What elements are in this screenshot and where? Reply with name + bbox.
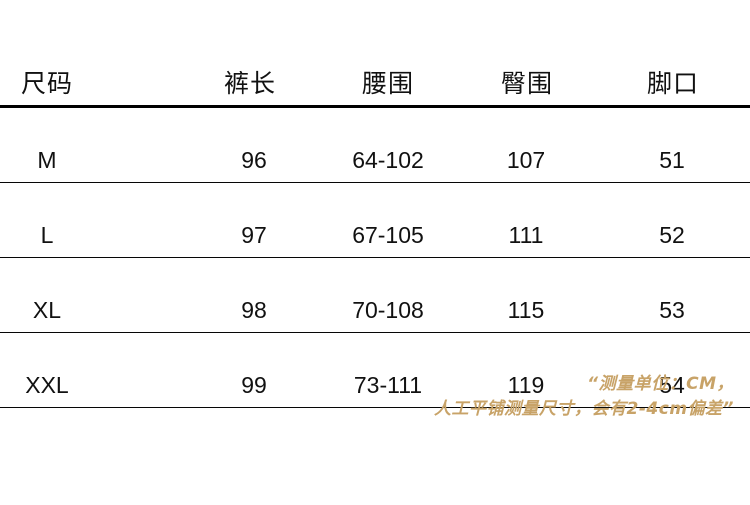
- cell-pant-length: 99: [241, 372, 267, 398]
- column-header-hip: 臀围: [500, 70, 553, 98]
- measurement-note-line-2: 人工平铺测量尺寸，会有2-4cm偏差”: [434, 399, 734, 419]
- cell-pant-length: 97: [241, 222, 267, 248]
- cell-waist: 73-111: [353, 372, 423, 398]
- cell-size: M: [37, 147, 57, 173]
- measurement-note: “测量单位：CM， 人工平铺测量尺寸，会有2-4cm偏差”: [304, 372, 734, 422]
- cell-hip: 111: [508, 222, 544, 248]
- column-header-size: 尺码: [20, 70, 73, 98]
- cell-hip: 107: [506, 147, 546, 173]
- measurement-note-line-1: “测量单位：CM，: [587, 374, 734, 394]
- cell-waist: 70-108: [352, 297, 424, 323]
- cell-size: XL: [32, 297, 62, 323]
- cell-pant-length: 98: [241, 297, 267, 323]
- column-header-pant-length: 裤长: [223, 70, 276, 98]
- size-chart-table: 尺码 裤长 腰围 臀围 脚口 M 96 64-102 107 51 L 97 6…: [0, 52, 750, 408]
- cell-size: XXL: [25, 372, 69, 398]
- cell-cuff: 51: [659, 147, 685, 173]
- table-header-row: 尺码 裤长 腰围 臀围 脚口: [0, 52, 750, 107]
- cell-pant-length: 96: [241, 147, 267, 173]
- table-row: L 97 67-105 111 52: [0, 183, 750, 258]
- table-row: XXL 99 73-111 119 54: [0, 333, 750, 408]
- cell-cuff: 52: [659, 222, 685, 248]
- cell-size: L: [40, 222, 54, 248]
- cell-cuff: 54: [659, 372, 685, 398]
- table-row: M 96 64-102 107 51: [0, 107, 750, 183]
- cell-waist: 64-102: [352, 147, 424, 173]
- column-header-cuff: 脚口: [646, 70, 699, 98]
- column-header-waist: 腰围: [361, 70, 414, 98]
- table-row: XL 98 70-108 115 53: [0, 258, 750, 333]
- cell-hip: 119: [507, 372, 545, 398]
- cell-hip: 115: [507, 297, 545, 323]
- cell-cuff: 53: [659, 297, 685, 323]
- cell-waist: 67-105: [352, 222, 424, 248]
